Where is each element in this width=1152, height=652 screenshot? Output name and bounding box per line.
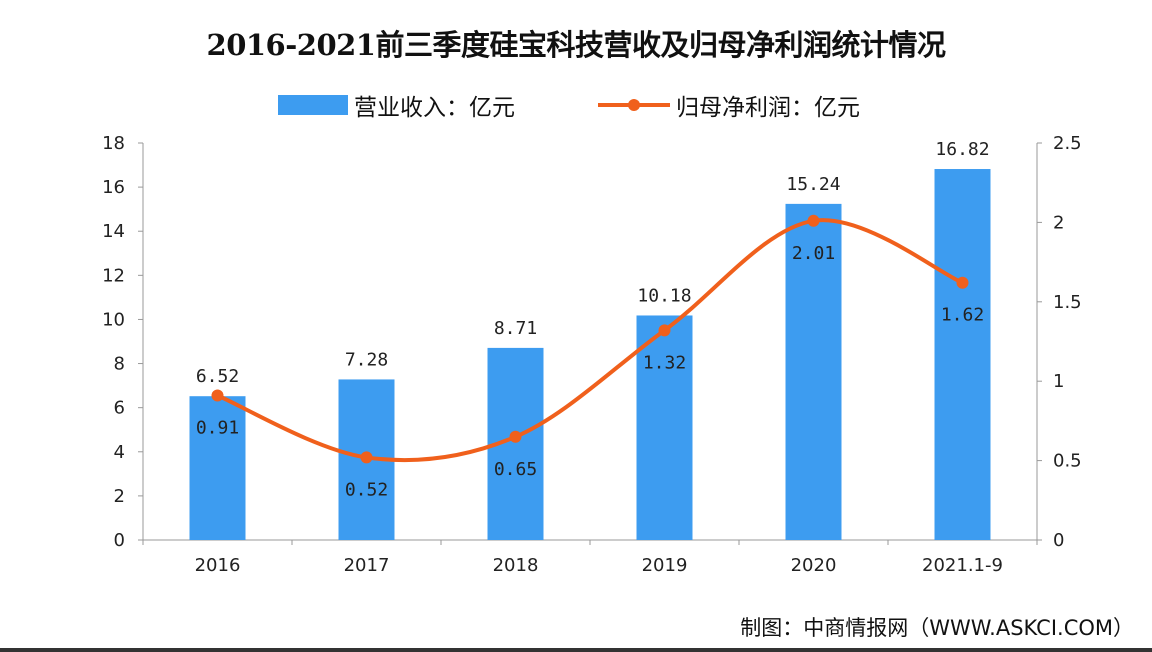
- legend-swatch-line: [598, 95, 670, 115]
- right-tick-label: 0.5: [1053, 451, 1082, 472]
- bottom-border: [0, 648, 1152, 652]
- left-tick-label: 14: [102, 221, 125, 242]
- revenue-data-label: 15.24: [786, 174, 840, 195]
- revenue-data-label: 7.28: [345, 349, 388, 370]
- legend-item-revenue: 营业收入：亿元: [278, 88, 515, 122]
- chart-title: 2016-2021前三季度硅宝科技营收及归母净利润统计情况: [206, 28, 946, 62]
- left-tick-label: 12: [102, 265, 125, 286]
- revenue-bar: [189, 396, 246, 540]
- legend-label-revenue: 营业收入：亿元: [354, 95, 515, 121]
- x-tick-label: 2017: [344, 555, 390, 576]
- profit-data-label: 2.01: [792, 243, 835, 264]
- left-tick-label: 8: [114, 354, 125, 375]
- x-tick-label: 2021.1-9: [922, 555, 1003, 576]
- profit-data-label: 0.91: [196, 417, 239, 438]
- left-tick-label: 0: [114, 530, 125, 551]
- profit-data-label: 0.65: [494, 459, 537, 480]
- x-tick-label: 2019: [642, 555, 688, 576]
- profit-point: [211, 389, 224, 402]
- profit-data-label: 1.62: [941, 305, 984, 326]
- profit-data-label: 1.32: [643, 352, 686, 373]
- right-tick-label: 0: [1053, 530, 1064, 551]
- profit-line: [216, 218, 964, 463]
- profit-data-label: 0.52: [345, 479, 388, 500]
- revenue-data-label: 8.71: [494, 318, 537, 339]
- x-tick-label: 2020: [791, 555, 837, 576]
- revenue-bar: [636, 315, 693, 540]
- x-tick-label: 2018: [493, 555, 539, 576]
- left-tick-label: 4: [114, 442, 125, 463]
- revenue-bar: [934, 169, 991, 540]
- profit-point: [658, 324, 671, 337]
- legend-swatch-bar: [278, 95, 348, 115]
- left-tick-label: 16: [102, 177, 125, 198]
- revenue-data-label: 16.82: [935, 139, 989, 160]
- right-tick-label: 2.5: [1053, 133, 1082, 154]
- left-tick-label: 10: [102, 309, 125, 330]
- legend-label-profit: 归母净利润：亿元: [676, 95, 860, 121]
- revenue-bar: [785, 203, 842, 540]
- legend-item-profit: 归母净利润：亿元: [598, 88, 860, 122]
- left-tick-label: 18: [102, 133, 125, 154]
- profit-point: [807, 214, 820, 227]
- left-tick-label: 6: [114, 398, 125, 419]
- revenue-data-label: 10.18: [637, 285, 691, 306]
- right-tick-label: 2: [1053, 212, 1064, 233]
- source-note: 制图：中商情报网（WWW.ASKCI.COM）: [740, 616, 1134, 640]
- revenue-data-label: 6.52: [196, 366, 239, 387]
- left-tick-label: 2: [114, 486, 125, 507]
- profit-point: [509, 430, 522, 443]
- profit-point: [956, 276, 969, 289]
- x-tick-label: 2016: [195, 555, 241, 576]
- right-tick-label: 1: [1053, 371, 1064, 392]
- profit-point: [360, 451, 373, 464]
- right-tick-label: 1.5: [1053, 292, 1082, 313]
